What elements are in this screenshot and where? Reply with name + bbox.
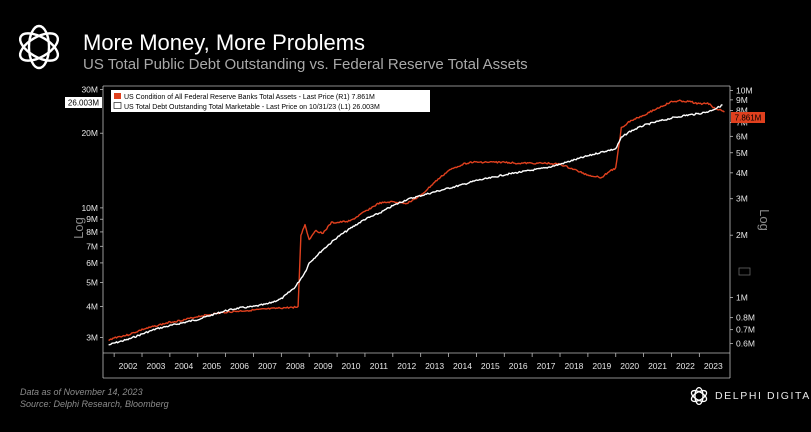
left-last-price-value: 26.003M — [68, 99, 99, 108]
x-tick-label: 2012 — [397, 361, 416, 371]
left-y-tick-label: 7M — [86, 241, 98, 251]
right-last-price-value: 7.861M — [735, 114, 762, 123]
x-tick-label: 2010 — [342, 361, 361, 371]
x-tick-label: 2023 — [704, 361, 723, 371]
right-y-tick-label: 6M — [736, 131, 748, 141]
left-y-tick-label: 30M — [81, 85, 98, 95]
x-tick-label: 2016 — [509, 361, 528, 371]
x-tick-label: 2021 — [648, 361, 667, 371]
right-y-tick-label: 0.6M — [736, 339, 755, 349]
right-y-tick-label: 1M — [736, 293, 748, 303]
page-subtitle: US Total Public Debt Outstanding vs. Fed… — [83, 56, 528, 73]
right-y-tick-label: 5M — [736, 148, 748, 158]
brand-name: DELPHI DIGITAL — [715, 390, 811, 402]
x-tick-label: 2022 — [676, 361, 695, 371]
left-y-tick-label: 5M — [86, 278, 98, 288]
right-axis-marker — [738, 267, 751, 276]
fed-total-assets-line — [108, 99, 725, 342]
legend-entry-fed: US Condition of All Federal Reserve Bank… — [124, 94, 375, 101]
x-tick-label: 2004 — [174, 361, 193, 371]
brand-mark: DELPHI DIGITAL — [689, 386, 811, 406]
legend-swatch-fed — [114, 93, 121, 99]
us-total-debt-line — [108, 104, 723, 346]
right-y-tick-label: 4M — [736, 168, 748, 178]
right-axis-label: Log — [757, 209, 772, 231]
x-tick-label: 2007 — [258, 361, 277, 371]
left-y-tick-label: 6M — [86, 258, 98, 268]
left-y-tick-label: 10M — [81, 203, 98, 213]
x-tick-label: 2006 — [230, 361, 249, 371]
right-y-tick-label: 0.7M — [736, 325, 755, 335]
chart-axes — [102, 85, 731, 379]
left-y-tick-label: 9M — [86, 214, 98, 224]
right-y-axis-ticks: 10M9M8M7M6M5M4M3M2M1M0.8M0.7M0.6M — [730, 85, 755, 349]
data-as-of-note: Data as of November 14, 2023 — [20, 387, 143, 397]
right-y-tick-label: 0.8M — [736, 313, 755, 323]
right-y-tick-label: 10M — [736, 85, 753, 95]
left-y-tick-label: 4M — [86, 302, 98, 312]
chart-legend: US Condition of All Federal Reserve Bank… — [111, 90, 430, 112]
right-y-tick-label: 9M — [736, 95, 748, 105]
x-axis-ticks: 2002 2003 2004 2005 2006 2007 2008 2009 2010 2011… — [113, 353, 723, 371]
x-tick-label: 2008 — [286, 361, 305, 371]
x-tick-label: 2002 — [119, 361, 138, 371]
x-tick-label: 2009 — [314, 361, 333, 371]
left-y-tick-label: 20M — [81, 128, 98, 138]
page-title: More Money, More Problems — [83, 30, 366, 55]
left-y-tick-label: 8M — [86, 227, 98, 237]
source-note: Source: Delphi Research, Bloomberg — [20, 399, 169, 409]
legend-swatch-debt — [113, 102, 122, 109]
x-tick-label: 2003 — [146, 361, 165, 371]
x-tick-label: 2015 — [481, 361, 500, 371]
right-y-tick-label: 3M — [736, 194, 748, 204]
legend-box — [111, 90, 430, 112]
x-tick-label: 2013 — [425, 361, 444, 371]
right-y-tick-label: 8M — [736, 105, 748, 115]
x-tick-label: 2014 — [453, 361, 472, 371]
left-y-tick-label: 3M — [86, 333, 98, 343]
x-tick-label: 2011 — [370, 361, 389, 371]
x-tick-label: 2019 — [592, 361, 611, 371]
x-tick-label: 2005 — [202, 361, 221, 371]
delphi-digital-small-logo-icon — [690, 386, 708, 406]
left-last-price-tag: 26.003M — [65, 97, 102, 108]
delphi-digital-logo-icon — [18, 24, 60, 70]
left-axis-label: Log — [71, 217, 86, 239]
right-last-price-tag: 7.861M — [731, 112, 765, 123]
x-tick-label: 2020 — [620, 361, 639, 371]
series-layer — [108, 99, 725, 346]
legend-entry-debt: US Total Debt Outstanding Total Marketab… — [124, 104, 380, 111]
right-y-tick-label: 2M — [736, 230, 748, 240]
x-tick-label: 2017 — [537, 361, 556, 371]
x-tick-label: 2018 — [564, 361, 583, 371]
